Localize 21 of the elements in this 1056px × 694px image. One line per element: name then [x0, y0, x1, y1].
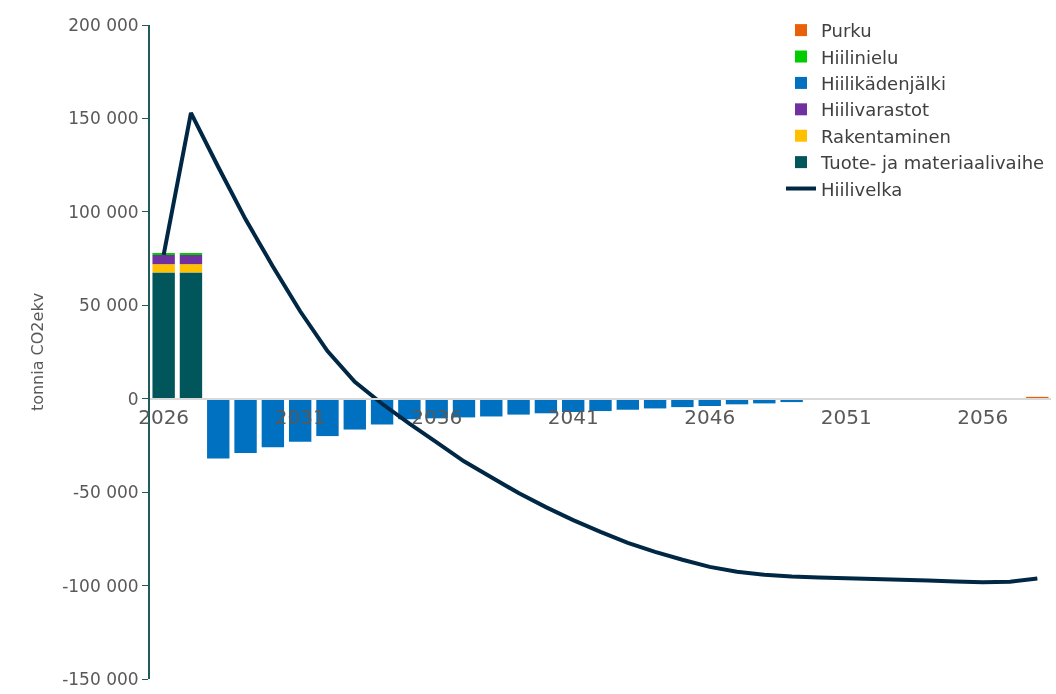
y-tick-label: 100 000	[68, 201, 139, 222]
y-tick-label: -100 000	[62, 575, 139, 596]
y-tick-label: -150 000	[62, 668, 139, 689]
y-axis-title: tonnia CO2ekv	[27, 292, 47, 412]
legend-label: Tuote- ja materiaalivaihe	[820, 152, 1045, 174]
y-tick-label: 50 000	[79, 295, 139, 316]
y-tick-label: 0	[127, 388, 139, 409]
y-tick-label: 200 000	[68, 14, 139, 35]
legend-label: Hiilivelka	[821, 178, 903, 200]
y-tick-label: -50 000	[72, 482, 139, 503]
x-tick-label: 2056	[957, 404, 1009, 429]
legend-label: Hiilinielu	[821, 46, 899, 68]
legend-label: Rakentaminen	[821, 125, 951, 147]
legend-label: Hiilikädenjälki	[821, 72, 947, 94]
x-tick-label: 2036	[411, 404, 463, 429]
legend-label: Hiilivarastot	[821, 99, 930, 121]
x-tick-label: 2046	[684, 404, 736, 429]
legend-label: Purku	[821, 20, 872, 42]
y-tick-label: 150 000	[68, 108, 139, 129]
x-tick-label: 2051	[820, 404, 872, 429]
x-tick-label: 2041	[547, 404, 599, 429]
